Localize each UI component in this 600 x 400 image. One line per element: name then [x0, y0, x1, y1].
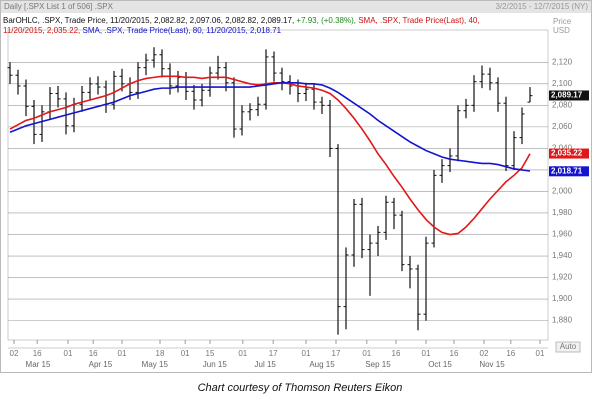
x-tick-label: 01 [238, 349, 247, 358]
y-tick-label: 2,000 [552, 187, 573, 196]
y-tick-label: 1,880 [552, 316, 573, 325]
legend-line: BarOHLC, .SPX, Trade Price, 11/20/2015, … [3, 16, 480, 25]
sma-line [9, 81, 531, 172]
y-tick-label: 1,920 [552, 273, 573, 282]
value-tag-label: 2,089.17 [551, 91, 583, 100]
y-tick-label: 2,100 [552, 79, 573, 88]
month-label: Mar 15 [26, 360, 51, 369]
x-tick-label: 01 [64, 349, 73, 358]
month-label: Apr 15 [89, 360, 113, 369]
plot-area [7, 29, 549, 341]
caption: Chart courtesy of Thomson Reuters Eikon [198, 382, 403, 394]
value-tag-label: 2,035.22 [551, 149, 583, 158]
month-label: Aug 15 [309, 360, 335, 369]
date-range: 3/2/2015 - 12/7/2015 (NY) [495, 2, 588, 11]
month-label: May 15 [142, 360, 169, 369]
y-tick-label: 2,040 [552, 144, 573, 153]
month-label: Sep 15 [365, 360, 391, 369]
x-tick-label: 01 [362, 349, 371, 358]
x-tick-label: 01 [118, 349, 127, 358]
x-tick-label: 18 [156, 349, 165, 358]
axis-label: Price [553, 17, 572, 26]
x-tick-label: 17 [332, 349, 341, 358]
y-tick-label: 1,940 [552, 251, 573, 260]
sma-line [9, 75, 531, 236]
month-label: Jul 15 [255, 360, 277, 369]
x-tick-label: 16 [450, 349, 459, 358]
value-tag [549, 90, 589, 101]
x-tick-label: 16 [392, 349, 401, 358]
legend-segment: +7.93, (+0.38%), [296, 16, 358, 25]
x-tick-label: 16 [506, 349, 515, 358]
x-tick-label: 16 [89, 349, 98, 358]
chart-frame [0, 0, 592, 373]
y-tick-label: 2,080 [552, 100, 573, 109]
legend-segment: SMA, .SPX, Trade Price(Last), 80, 11/20/… [82, 26, 281, 35]
x-tick-label: 15 [206, 349, 215, 358]
x-tick-label: 02 [10, 349, 19, 358]
value-tag-label: 2,018.71 [551, 166, 583, 175]
x-tick-label: 01 [422, 349, 431, 358]
chart-title: Daily [.SPX List 1 of 506] .SPX [4, 2, 114, 11]
month-label: Oct 15 [428, 360, 452, 369]
y-tick-label: 1,960 [552, 230, 573, 239]
legend-segment: 11/20/2015, 2,035.22, [3, 26, 82, 35]
x-tick-label: 02 [480, 349, 489, 358]
y-tick-label: 2,060 [552, 122, 573, 131]
y-tick-label: 1,980 [552, 208, 573, 217]
x-tick-label: 01 [536, 349, 545, 358]
axis-unit: USD [553, 26, 570, 35]
legend-segment: SMA, .SPX, Trade Price(Last), 40, [358, 16, 479, 25]
legend-segment: BarOHLC, .SPX, Trade Price, 11/20/2015, … [3, 16, 296, 25]
auto-label[interactable]: Auto [560, 342, 577, 351]
title-bar [1, 1, 591, 13]
x-tick-label: 01 [302, 349, 311, 358]
value-tag [549, 148, 589, 159]
y-tick-label: 1,900 [552, 294, 573, 303]
legend-line: 11/20/2015, 2,035.22, SMA, .SPX, Trade P… [3, 26, 282, 35]
auto-button[interactable] [555, 341, 581, 353]
y-tick-label: 2,120 [552, 57, 573, 66]
x-tick-label: 16 [33, 349, 42, 358]
x-tick-label: 17 [269, 349, 278, 358]
value-tag [549, 166, 589, 177]
month-label: Jun 15 [203, 360, 228, 369]
x-tick-label: 01 [181, 349, 190, 358]
month-label: Nov 15 [479, 360, 505, 369]
